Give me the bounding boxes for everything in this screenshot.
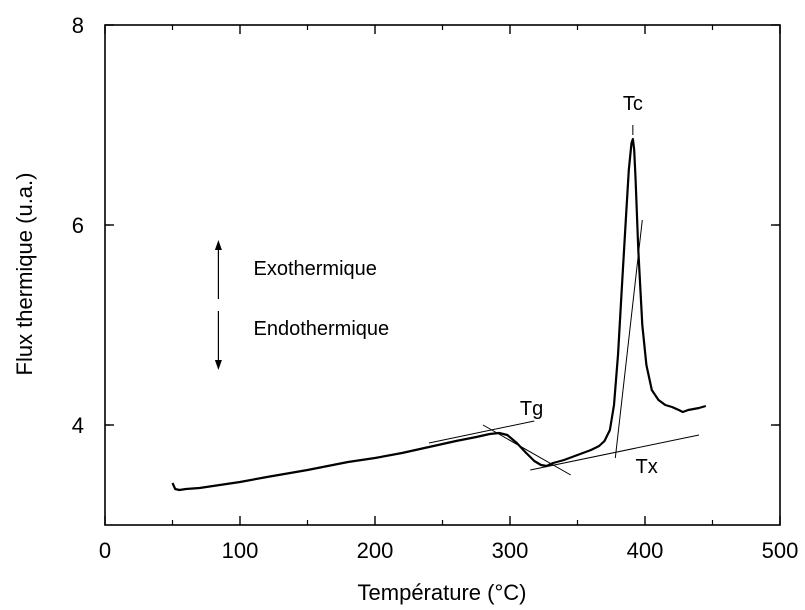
annotation-tx: Tx <box>636 456 658 478</box>
annotation-tg: Tg <box>520 398 543 420</box>
x-tick-label: 400 <box>627 538 664 563</box>
series-layer <box>171 137 707 492</box>
plot-frame <box>104 24 781 526</box>
tx-baseline-tangent <box>530 434 700 471</box>
annotation-endothermique: Endothermique <box>254 318 390 340</box>
x-tick-label: 100 <box>222 538 259 563</box>
dsc-curve <box>171 137 707 492</box>
y-tick-label: 6 <box>72 213 84 238</box>
axes <box>104 24 781 526</box>
construction-lines <box>428 125 700 476</box>
y-tick-label: 8 <box>72 13 84 38</box>
exo-arrow-head <box>214 240 222 250</box>
x-tick-label: 500 <box>762 538 799 563</box>
x-axis-label: Température (°C) <box>358 580 527 605</box>
x-tick-label: 200 <box>357 538 394 563</box>
ticks <box>104 24 781 525</box>
tg-baseline-tangent <box>428 420 535 444</box>
x-tick-label: 300 <box>492 538 529 563</box>
annotation-tc: Tc <box>623 93 643 115</box>
annotation-exothermique: Exothermique <box>254 258 377 280</box>
exo-endo-arrows <box>214 240 222 370</box>
endo-arrow-head <box>214 360 222 370</box>
annotations: Tc Tg Tx Exothermique Endothermique <box>254 93 658 478</box>
x-tick-label: 0 <box>99 538 111 563</box>
tick-labels: 0 100 200 300 400 500 4 6 8 <box>72 13 799 563</box>
y-axis-label: Flux thermique (u.a.) <box>12 173 37 376</box>
y-tick-label: 4 <box>72 413 84 438</box>
